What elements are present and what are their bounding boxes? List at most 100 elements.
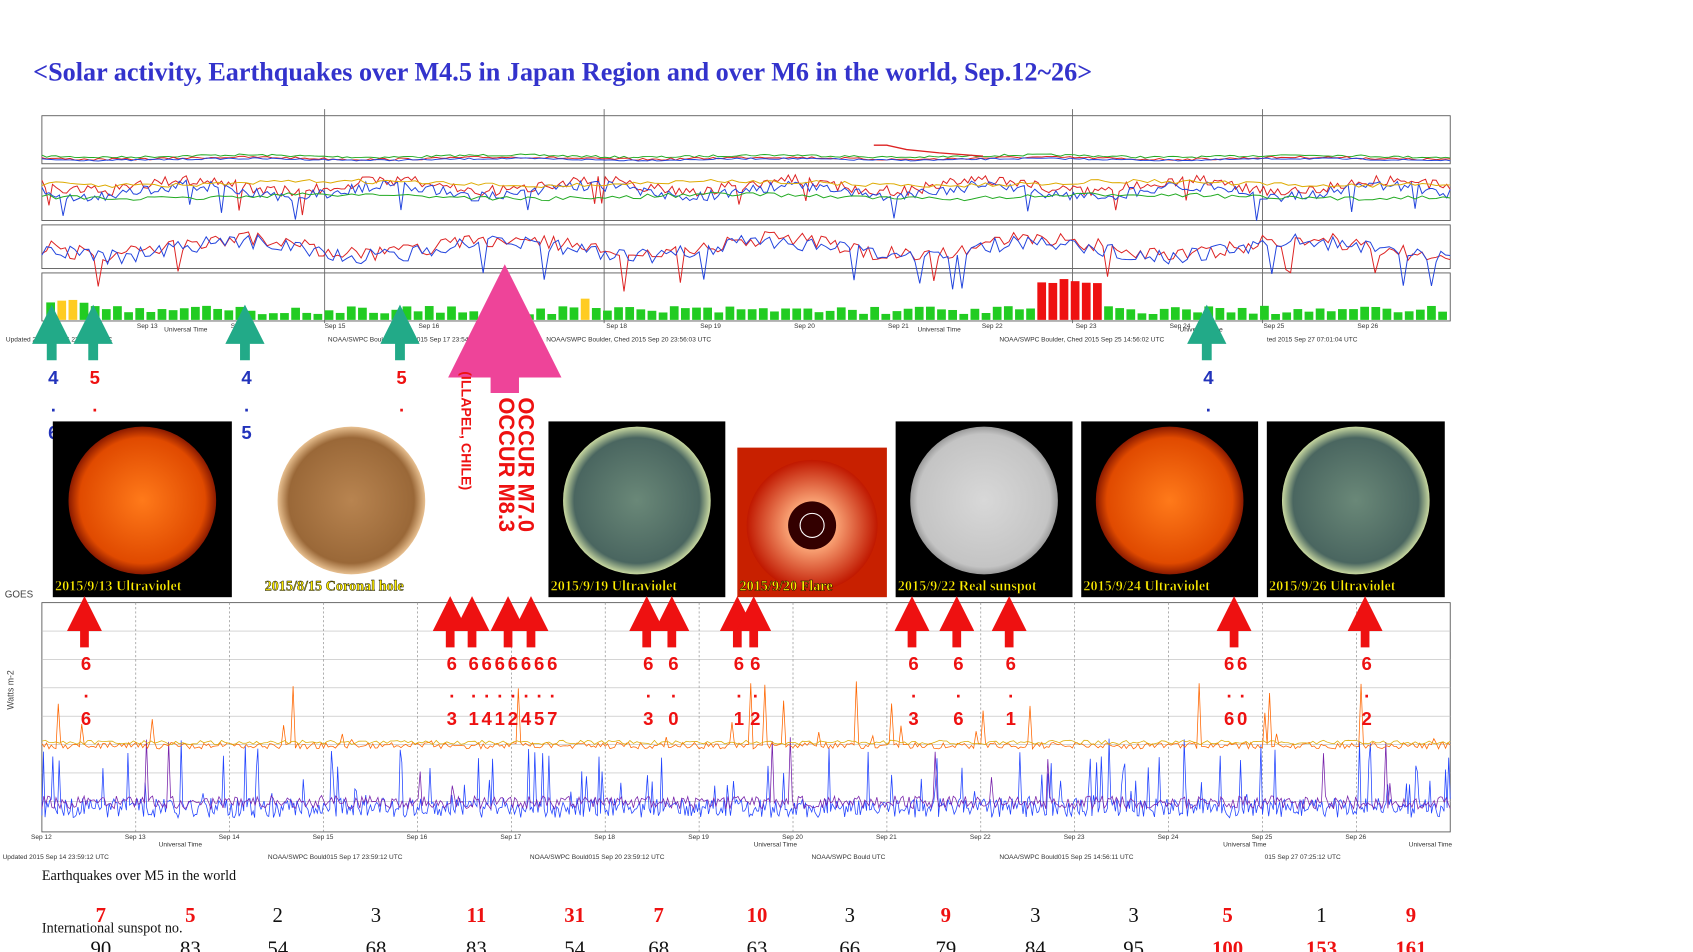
sunspot-label: International sunspot no. [42,920,183,936]
kp-bar [447,306,456,320]
top-day-label: Sep 22 [982,323,1003,330]
sunspot-number: 161 [1395,939,1426,952]
kp-bar [1115,308,1125,320]
world-quake-mag: 6.1 [728,653,749,736]
kp-bar [1248,313,1258,320]
kp-bar [725,306,735,320]
bottom-footer: NOAA/SWPC Bould015 Sep 25 14:56:11 UTC [999,854,1133,861]
kp-bar [458,312,468,320]
earthquake-count: 3 [371,905,381,927]
world-quake-mag: 6.2 [745,653,766,736]
bottom-day-label: Sep 19 [688,834,709,841]
kp-bar [1059,279,1069,320]
kp-bar [1204,306,1214,320]
kp-bar [1003,306,1013,320]
kp-bar [1159,308,1169,320]
bottom-footer: NOAA/SWPC Bould UTC [812,854,886,861]
kp-bar [369,312,378,320]
world-quake-mag: 6.4 [476,653,497,736]
kp-bar [770,311,779,320]
kp-bar [1137,313,1147,320]
kp-bar [291,307,300,320]
sunspot-number: 153 [1306,939,1337,952]
sun-disk [277,426,426,575]
kp-bar [1304,311,1314,320]
flux-line [41,737,1451,811]
chile-occur-1: OCCUR M8.3 [494,397,519,532]
kp-bar [558,306,568,320]
kp-bar [1070,281,1080,320]
kp-bar [491,303,501,320]
image-caption: 2015/9/19 Ultraviolet [551,579,678,595]
kp-bar [1081,282,1091,320]
world-quake-mag: 6.6 [76,653,97,736]
kp-bar [57,300,67,320]
bottom-day-label: Sep 14 [219,834,240,841]
sunspot-number: 95 [1123,939,1144,952]
bottom-day-label: Sep 17 [500,834,521,841]
kp-bar [46,302,55,320]
kp-bar [803,308,813,320]
kp-bar [1415,309,1425,320]
plot-line [41,192,1451,202]
top-day-label: Sep 19 [700,323,721,330]
earthquake-count: 3 [1128,905,1138,927]
goes-label: GOES [5,590,34,601]
kp-bar [825,310,835,320]
image-caption: 2015/9/20 Flare [740,579,833,595]
bottom-day-label: Sep 13 [125,834,146,841]
kp-bar [513,307,523,320]
japan-quake-mag: 4.5 [236,367,257,450]
kp-bar [992,306,1002,320]
world-quake-mag: 6.3 [638,653,659,736]
bottom-axis-label: Universal Time [159,842,203,849]
world-quake-mag: 6.2 [502,653,523,736]
top-day-label: Sep 26 [1357,323,1378,330]
plot-line [41,153,1451,159]
world-quake-mag: 6.4 [516,653,537,736]
sunspot-number: 100 [1212,939,1243,952]
kp-bar [1104,306,1113,320]
kp-bar [224,310,234,320]
kp-bar [191,306,200,320]
sunspot-number: 90 [90,939,111,952]
earthquake-count: 1 [1316,905,1326,927]
kp-bar [914,306,924,320]
world-quake-mag: 6.0 [1232,653,1253,736]
bottom-day-label: Sep 24 [1158,834,1179,841]
kp-bar [1338,309,1347,320]
kp-bar [1182,309,1191,320]
kp-bar [848,309,857,320]
bottom-day-label: Sep 22 [970,834,991,841]
world-quake-mag: 6.3 [441,653,462,736]
top-axis-label: Universal Time [917,326,961,333]
plot-frame [41,224,1451,270]
sunspot-number: 83 [466,939,487,952]
earthquake-label: Earthquakes over M5 in the world [42,868,236,884]
kp-bar [903,308,913,320]
top-axis-label: Universal Time [164,326,208,333]
earthquake-count: 7 [654,905,664,927]
kp-bar [1371,307,1381,320]
kp-bar [68,299,78,320]
kp-bar [658,312,668,320]
chile-occur-2: OCCUR M7.0 [514,397,539,532]
top-axis-label: Universal Time [1179,326,1223,333]
sunspot-number: 63 [747,939,768,952]
top-day-label: Sep 25 [1264,323,1285,330]
plot-line [41,155,1451,161]
kp-bar [1048,282,1058,320]
world-quake-mag: 6.1 [489,653,510,736]
kp-bar [569,307,579,320]
kp-bar [781,308,790,320]
kp-bar [1026,308,1035,320]
kp-bar [1326,311,1336,320]
earthquake-count: 9 [941,905,951,927]
kp-bar [1193,312,1202,320]
kp-bar [747,309,757,320]
bottom-footer: NOAA/SWPC Bould015 Sep 17 23:59:12 UTC [268,854,403,861]
sunspot-number: 54 [564,939,585,952]
sun-disk [1095,426,1244,575]
